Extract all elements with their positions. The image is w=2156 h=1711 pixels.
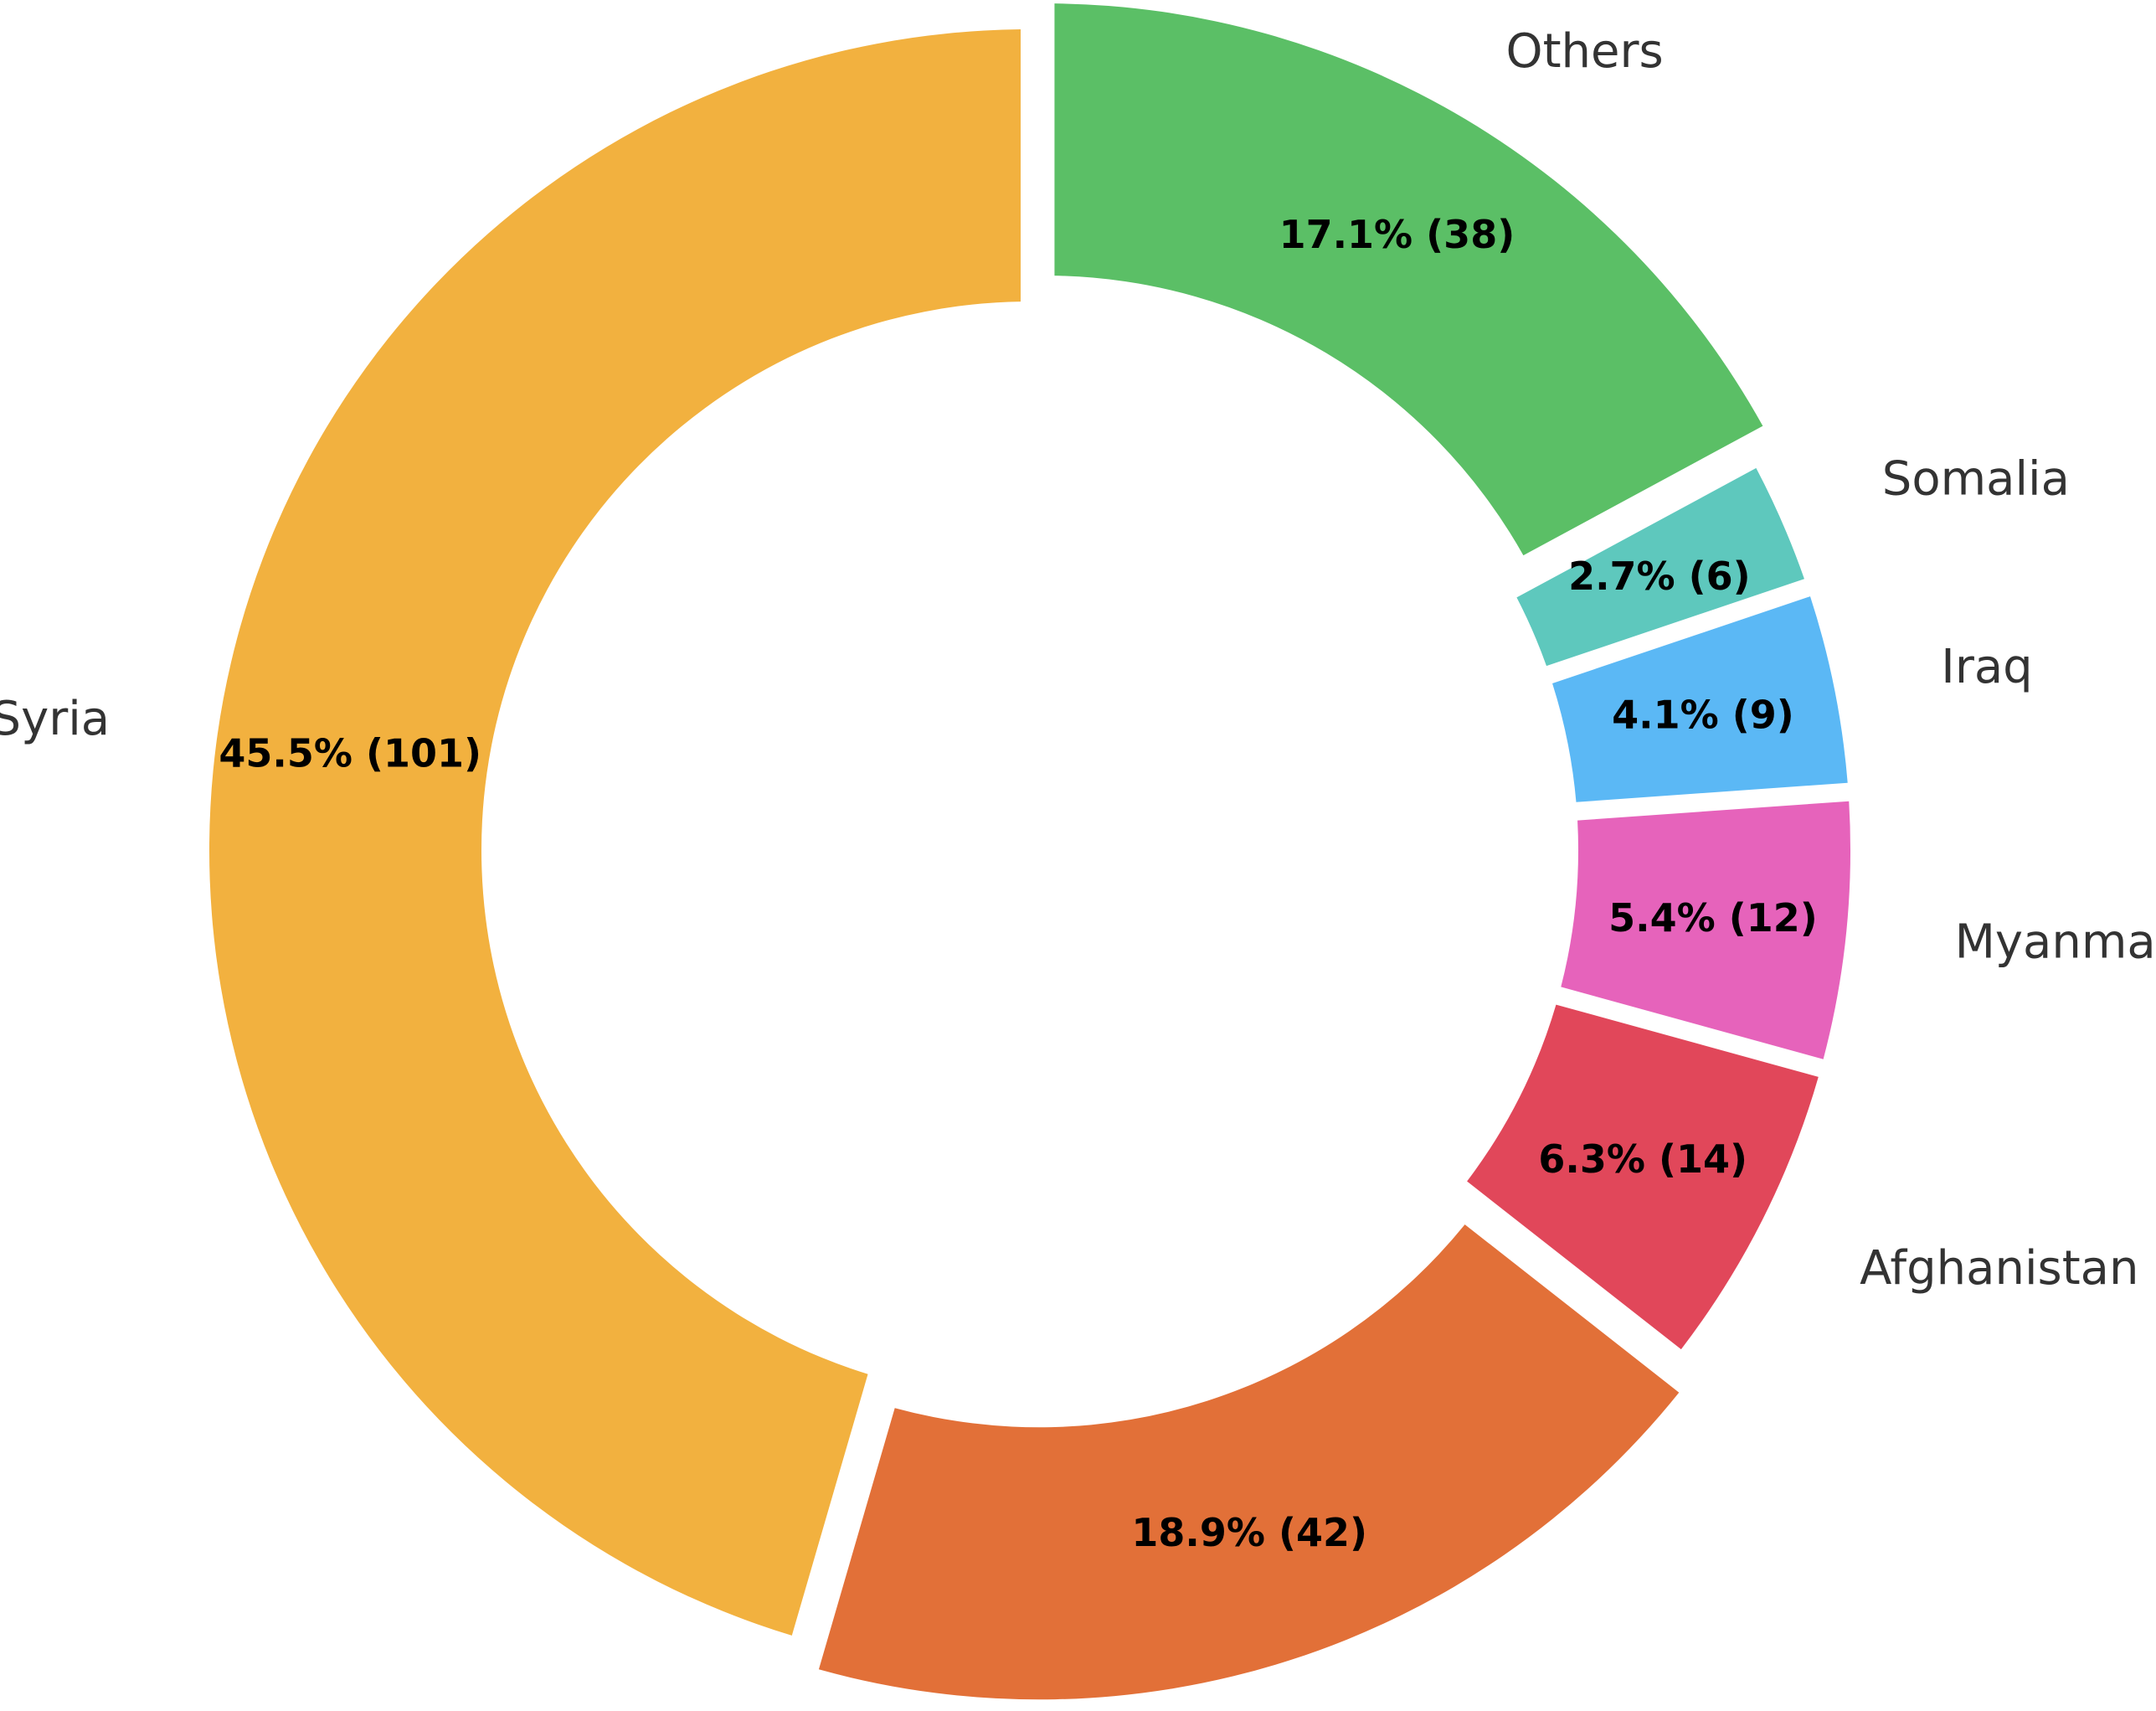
slice-somalia <box>1516 467 1804 667</box>
category-label-others: Others <box>1506 24 1664 79</box>
chart-slices <box>208 3 1850 1700</box>
percent-label-others: 17.1% (38) <box>1279 212 1515 257</box>
category-label-syria: Syria <box>0 692 110 746</box>
percent-label-iraq: 4.1% (9) <box>1612 693 1794 738</box>
slice-iraq <box>1552 596 1848 802</box>
slice-myanmar <box>1561 801 1850 1059</box>
slice-syria <box>208 29 1021 1636</box>
chart-category-labels: Others Somalia Iraq Myanmar Afghanistan Pales… <box>0 24 2156 1711</box>
slice-palestine <box>818 1224 1680 1700</box>
percent-label-somalia: 2.7% (6) <box>1568 554 1751 599</box>
percent-label-myanmar: 5.4% (12) <box>1608 895 1818 941</box>
percent-label-afghanistan: 6.3% (14) <box>1538 1136 1747 1182</box>
slice-others <box>1054 3 1763 556</box>
chart-percent-labels: 17.1% (38) 2.7% (6) 4.1% (9) 5.4% (12) 6.3% … <box>219 212 1817 1555</box>
slice-afghanistan <box>1467 1004 1819 1350</box>
percent-label-syria: 45.5% (101) <box>219 730 481 776</box>
category-label-palestine: Palestine <box>1315 1708 1526 1711</box>
category-label-iraq: Iraq <box>1941 640 2032 694</box>
category-label-afghanistan: Afghanistan <box>1860 1241 2138 1296</box>
category-label-somalia: Somalia <box>1882 452 2070 507</box>
category-label-myanmar: Myanmar <box>1955 915 2156 969</box>
percent-label-palestine: 18.9% (42) <box>1131 1510 1367 1555</box>
